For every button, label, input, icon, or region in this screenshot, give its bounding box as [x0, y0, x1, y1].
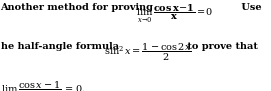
Text: Another method for proving: Another method for proving [1, 3, 157, 12]
Text: $\lim_{x\,\rightarrow\!0}\,\dfrac{\mathbf{cos}\,\mathbf{x}-\mathbf{1}}{\mathbf{x: $\lim_{x\,\rightarrow\!0}\,\dfrac{\mathb… [136, 3, 213, 25]
Text: Use: Use [238, 3, 262, 12]
Text: to prove that: to prove that [184, 42, 258, 51]
Text: he half-angle formula: he half-angle formula [1, 42, 122, 51]
Text: $\sin^2 x = \dfrac{1-\cos 2x}{2}$: $\sin^2 x = \dfrac{1-\cos 2x}{2}$ [104, 42, 192, 63]
Text: $\lim_{x\,\rightarrow\!0}\,\dfrac{\cos x - 1}{x}\, =\, 0.$: $\lim_{x\,\rightarrow\!0}\,\dfrac{\cos x… [1, 79, 86, 91]
